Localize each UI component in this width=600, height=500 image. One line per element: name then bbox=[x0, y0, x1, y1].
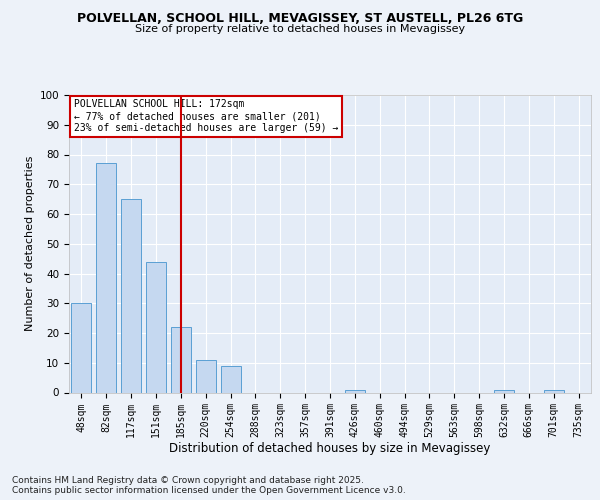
Bar bbox=[146, 262, 166, 392]
Bar bbox=[494, 390, 514, 392]
Bar bbox=[345, 390, 365, 392]
Text: POLVELLAN SCHOOL HILL: 172sqm
← 77% of detached houses are smaller (201)
23% of : POLVELLAN SCHOOL HILL: 172sqm ← 77% of d… bbox=[74, 100, 338, 132]
Bar bbox=[196, 360, 215, 392]
Bar bbox=[221, 366, 241, 392]
Y-axis label: Number of detached properties: Number of detached properties bbox=[25, 156, 35, 332]
Bar bbox=[71, 303, 91, 392]
Bar bbox=[171, 327, 191, 392]
Text: Contains HM Land Registry data © Crown copyright and database right 2025.
Contai: Contains HM Land Registry data © Crown c… bbox=[12, 476, 406, 495]
Bar bbox=[544, 390, 563, 392]
Text: POLVELLAN, SCHOOL HILL, MEVAGISSEY, ST AUSTELL, PL26 6TG: POLVELLAN, SCHOOL HILL, MEVAGISSEY, ST A… bbox=[77, 12, 523, 26]
Bar bbox=[97, 164, 116, 392]
Text: Size of property relative to detached houses in Mevagissey: Size of property relative to detached ho… bbox=[135, 24, 465, 34]
X-axis label: Distribution of detached houses by size in Mevagissey: Distribution of detached houses by size … bbox=[169, 442, 491, 454]
Bar bbox=[121, 199, 141, 392]
